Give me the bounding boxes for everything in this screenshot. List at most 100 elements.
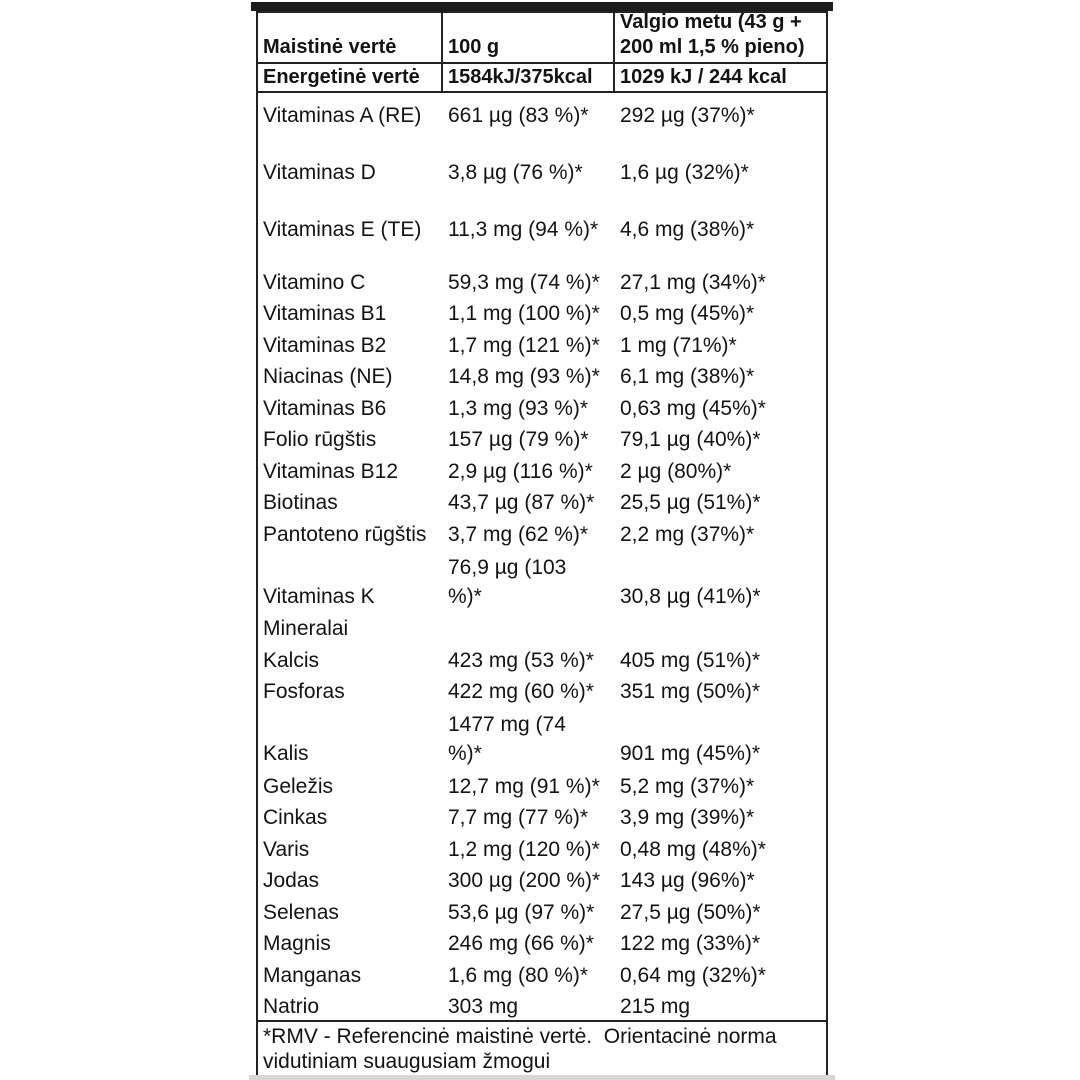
nutrient-label: Fosforas bbox=[263, 680, 345, 703]
nutrient-row-vitamin-a: Vitaminas A (RE) 661 µg (83 %)* 292 µg (… bbox=[258, 93, 826, 150]
nutrient-row-vitamin-c: Vitamino C 59,3 mg (74 %)* 27,1 mg (34%)… bbox=[258, 264, 826, 296]
table-body: Vitaminas A (RE) 661 µg (83 %)* 292 µg (… bbox=[258, 93, 826, 1020]
value-per-100g: 3,7 mg (62 %)* bbox=[448, 522, 589, 546]
nutrient-label: Varis bbox=[263, 837, 310, 861]
nutrient-label: Pantoteno rūgštis bbox=[263, 522, 427, 546]
section-row-minerals: Mineralai bbox=[258, 611, 826, 643]
value-per-100g: 3,8 µg (76 %)* bbox=[448, 161, 583, 184]
value-line-2: %)* bbox=[448, 742, 482, 765]
value-per-serving: 3,9 mg (39%)* bbox=[620, 806, 755, 829]
nutrient-label: Selenas bbox=[263, 900, 339, 924]
footnote-line-2: vidutiniam suaugusiam žmogui bbox=[263, 1050, 551, 1073]
value-per-serving: 79,1 µg (40%)* bbox=[620, 428, 761, 451]
nutrient-label: Kalis bbox=[263, 742, 309, 765]
energy-label: Energetinė vertė bbox=[258, 64, 443, 91]
footnote: *RMV - Referencinė maistinė vertė. Orien… bbox=[258, 1020, 826, 1076]
value-per-100g: 303 mg bbox=[448, 995, 519, 1018]
nutrient-label: Vitaminas B1 bbox=[263, 302, 387, 325]
nutrition-facts-table: Maistinė vertė 100 g Valgio metu (43 g +… bbox=[256, 11, 828, 1078]
nutrient-row-iron: Geležis 12,7 mg (91 %)* 5,2 mg (37%)* bbox=[258, 768, 826, 800]
value-per-100g: 423 mg (53 %)* bbox=[448, 648, 594, 672]
nutrient-row-phosphorus: Fosforas 422 mg (60 %)* 351 mg (50%)* bbox=[258, 674, 826, 706]
nutrient-label: Vitaminas B12 bbox=[263, 459, 399, 483]
nutrient-row-potassium: Kalis 1477 mg (74 %)* 901 mg (45%)* bbox=[258, 705, 826, 768]
value-per-100g: 1,3 mg (93 %)* bbox=[448, 396, 589, 420]
nutrient-row-zinc: Cinkas 7,7 mg (77 %)* 3,9 mg (39%)* bbox=[258, 800, 826, 832]
nutrient-row-vitamin-b12: Vitaminas B12 2,9 µg (116 %)* 2 µg (80%)… bbox=[258, 453, 826, 485]
nutrient-label: Vitaminas E (TE) bbox=[263, 218, 422, 241]
energy-per-100g: 1584kJ/375kcal bbox=[443, 64, 615, 91]
nutrient-row-folic-acid: Folio rūgštis 157 µg (79 %)* 79,1 µg (40… bbox=[258, 422, 826, 454]
value-per-serving: 0,5 mg (45%)* bbox=[620, 302, 755, 325]
value-per-100g: 53,6 µg (97 %)* bbox=[448, 900, 595, 924]
value-per-100g: 14,8 mg (93 %)* bbox=[448, 365, 600, 388]
table-header-row: Maistinė vertė 100 g Valgio metu (43 g +… bbox=[258, 11, 826, 64]
nutrient-row-niacin: Niacinas (NE) 14,8 mg (93 %)* 6,1 mg (38… bbox=[258, 359, 826, 391]
value-per-100g: 1477 mg (74 %)* bbox=[443, 710, 615, 768]
section-label: Mineralai bbox=[263, 617, 349, 640]
nutrient-label: Vitaminas B2 bbox=[263, 333, 387, 357]
value-per-100g: 661 µg (83 %)* bbox=[448, 104, 589, 127]
bottom-divider-bar bbox=[249, 1075, 835, 1080]
value-per-serving: 0,64 mg (32%)* bbox=[620, 963, 766, 987]
value-per-serving: 215 mg bbox=[620, 995, 691, 1018]
value-per-serving: 6,1 mg (38%)* bbox=[620, 365, 755, 388]
nutrient-label: Cinkas bbox=[263, 806, 328, 829]
value-per-100g: 246 mg (66 %)* bbox=[448, 932, 594, 955]
value-per-100g: 1,7 mg (121 %)* bbox=[448, 333, 600, 357]
nutrient-row-iodine: Jodas 300 µg (200 %)* 143 µg (96%)* bbox=[258, 863, 826, 895]
value-per-100g: 1,1 mg (100 %)* bbox=[448, 302, 600, 325]
value-per-100g: 1,6 mg (80 %)* bbox=[448, 963, 589, 987]
nutrient-row-selenium: Selenas 53,6 µg (97 %)* 27,5 µg (50%)* bbox=[258, 894, 826, 926]
nutrient-label: Vitaminas D bbox=[263, 161, 376, 184]
nutrient-row-calcium: Kalcis 423 mg (53 %)* 405 mg (51%)* bbox=[258, 642, 826, 674]
header-per-serving-column: Valgio metu (43 g + 200 ml 1,5 % pieno) bbox=[620, 11, 805, 58]
nutrient-label: Biotinas bbox=[263, 491, 338, 514]
nutrient-row-vitamin-b2: Vitaminas B2 1,7 mg (121 %)* 1 mg (71%)* bbox=[258, 327, 826, 359]
value-per-serving: 405 mg (51%)* bbox=[620, 648, 761, 672]
value-per-serving: 27,5 µg (50%)* bbox=[620, 900, 761, 924]
value-per-serving: 0,48 mg (48%)* bbox=[620, 837, 766, 861]
nutrient-row-manganese: Manganas 1,6 mg (80 %)* 0,64 mg (32%)* bbox=[258, 957, 826, 989]
value-line-1: 76,9 µg (103 bbox=[448, 555, 567, 579]
nutrient-row-magnesium: Magnis 246 mg (66 %)* 122 mg (33%)* bbox=[258, 926, 826, 958]
nutrient-row-vitamin-b1: Vitaminas B1 1,1 mg (100 %)* 0,5 mg (45%… bbox=[258, 296, 826, 328]
value-line-1: 1477 mg (74 bbox=[448, 713, 566, 736]
footnote-line-1: *RMV - Referencinė maistinė vertė. Orien… bbox=[263, 1025, 777, 1048]
value-per-serving: 25,5 µg (51%)* bbox=[620, 491, 761, 514]
nutrient-label: Kalcis bbox=[263, 648, 320, 672]
header-per-100g-column: 100 g bbox=[443, 13, 615, 62]
nutrient-row-vitamin-e: Vitaminas E (TE) 11,3 mg (94 %)* 4,6 mg … bbox=[258, 207, 826, 264]
energy-row: Energetinė vertė 1584kJ/375kcal 1029 kJ … bbox=[258, 64, 826, 93]
value-per-serving: 2,2 mg (37%)* bbox=[620, 522, 755, 546]
nutrient-row-biotin: Biotinas 43,7 µg (87 %)* 25,5 µg (51%)* bbox=[258, 485, 826, 517]
value-per-serving: 292 µg (37%)* bbox=[620, 104, 755, 127]
nutrient-row-pantothenic-acid: Pantoteno rūgštis 3,7 mg (62 %)* 2,2 mg … bbox=[258, 516, 826, 548]
nutrient-row-vitamin-d: Vitaminas D 3,8 µg (76 %)* 1,6 µg (32%)* bbox=[258, 150, 826, 207]
nutrient-label: Vitaminas A (RE) bbox=[263, 104, 422, 127]
value-line-2: %)* bbox=[448, 584, 482, 608]
nutrient-label: Vitaminas B6 bbox=[263, 396, 387, 420]
value-per-serving: 122 mg (33%)* bbox=[620, 932, 761, 955]
value-per-serving: 2 µg (80%)* bbox=[620, 459, 732, 483]
value-per-100g: 2,9 µg (116 %)* bbox=[448, 459, 593, 483]
value-per-serving: 901 mg (45%)* bbox=[620, 742, 761, 765]
value-per-100g: 157 µg (79 %)* bbox=[448, 428, 589, 451]
value-per-100g: 43,7 µg (87 %)* bbox=[448, 491, 595, 514]
value-per-serving: 1,6 µg (32%)* bbox=[620, 161, 749, 184]
value-per-serving: 30,8 µg (41%)* bbox=[620, 584, 761, 608]
value-per-100g: 59,3 mg (74 %)* bbox=[448, 270, 600, 294]
header-nutrient-column: Maistinė vertė bbox=[258, 13, 443, 62]
nutrient-row-vitamin-k: Vitaminas K 76,9 µg (103 %)* 30,8 µg (41… bbox=[258, 548, 826, 611]
nutrient-label: Jodas bbox=[263, 869, 320, 892]
value-per-100g: 300 µg (200 %)* bbox=[448, 869, 601, 892]
value-per-serving: 5,2 mg (37%)* bbox=[620, 774, 755, 798]
nutrient-label: Vitaminas K bbox=[263, 584, 375, 608]
top-divider-bar bbox=[251, 2, 833, 11]
value-per-serving: 4,6 mg (38%)* bbox=[620, 218, 755, 241]
value-per-100g: 422 mg (60 %)* bbox=[448, 680, 594, 703]
value-per-100g: 76,9 µg (103 %)* bbox=[443, 553, 615, 611]
value-per-serving: 143 µg (96%)* bbox=[620, 869, 755, 892]
value-per-100g: 7,7 mg (77 %)* bbox=[448, 806, 589, 829]
nutrient-row-sodium: Natrio 303 mg 215 mg bbox=[258, 989, 826, 1021]
